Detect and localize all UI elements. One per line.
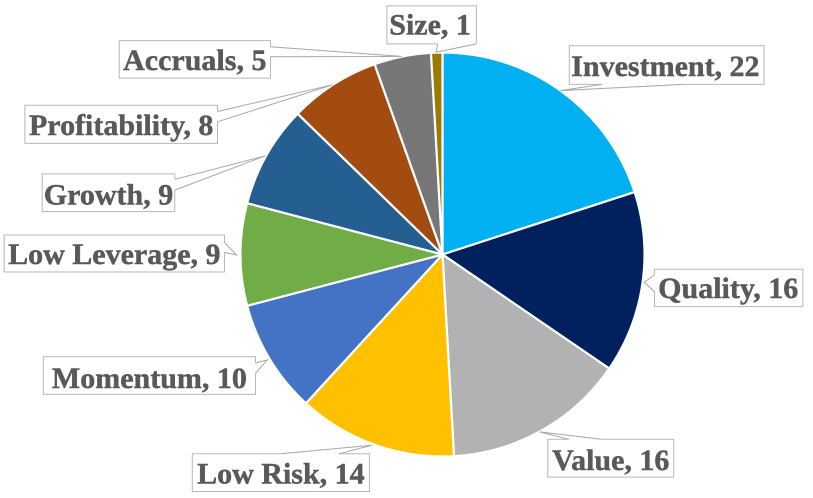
svg-text:Profitability, 8: Profitability, 8 — [29, 109, 213, 142]
svg-text:Accruals, 5: Accruals, 5 — [123, 44, 266, 77]
svg-text:Investment, 22: Investment, 22 — [571, 50, 759, 83]
svg-text:Low Risk, 14: Low Risk, 14 — [197, 458, 365, 491]
svg-text:Value, 16: Value, 16 — [552, 444, 669, 477]
svg-text:Size, 1: Size, 1 — [389, 9, 471, 42]
svg-text:Low Leverage, 9: Low Leverage, 9 — [8, 238, 220, 271]
svg-text:Growth, 9: Growth, 9 — [44, 179, 173, 212]
svg-text:Momentum, 10: Momentum, 10 — [52, 362, 247, 395]
svg-text:Quality, 16: Quality, 16 — [658, 272, 798, 305]
